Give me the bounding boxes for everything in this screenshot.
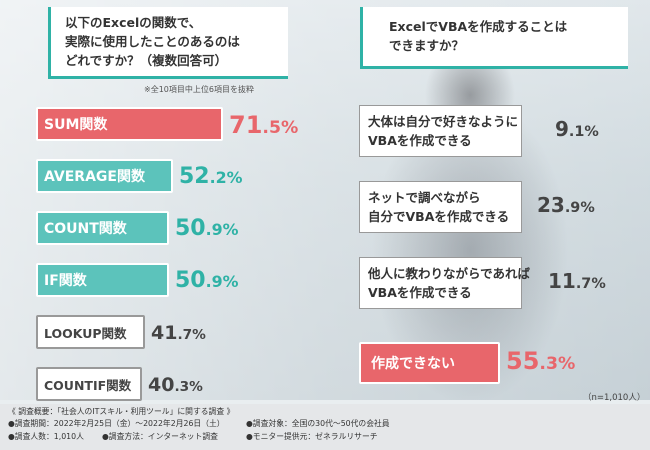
answer-2-line-2: 自分でVBAを作成できる <box>368 209 510 224</box>
answer-box-4: 作成できない <box>359 342 500 384</box>
bar-value-label-4: 50.9% <box>175 267 239 293</box>
answer-1-line-1: 大体は自分で好きなように <box>368 114 519 129</box>
answer-value-1: 9.1% <box>555 117 599 141</box>
answer-2-line-1: ネットで調べながら <box>368 190 481 205</box>
right-question-line1: ExcelでVBAを作成することは <box>389 19 568 34</box>
answer-3-line-1: 他人に教わりながらであれば <box>368 266 531 281</box>
right-question-line2: できますか？ <box>389 38 465 53</box>
left-question-box: 以下のExcelの関数で、 実際に使用したことのあるのは どれですか？（複数回答… <box>48 7 288 79</box>
selection-note: ※全10項目中上位6項目を抜粋 <box>144 85 254 94</box>
answer-value-4: 55.3% <box>506 347 576 375</box>
bar-6: COUNTIF関数 <box>36 367 142 401</box>
answer-value-3: 11.7% <box>548 269 606 293</box>
bar-2: AVERAGE関数 <box>36 159 173 193</box>
bar-value-label-5: 41.7% <box>151 321 206 344</box>
left-question-line3: どれですか？（複数回答可） <box>65 53 228 68</box>
left-question-line2: 実際に使用したことのあるのは <box>65 34 240 49</box>
answer-box-3: 他人に教わりながらであれば VBAを作成できる <box>359 257 531 309</box>
answer-box-1: 大体は自分で好きなように VBAを作成できる <box>359 105 522 157</box>
footer: 《 調査概要：「社会人のITスキル・利用ツール」に関する調査 》 ●調査期間：2… <box>0 404 650 450</box>
footer-period: ●調査期間：2022年2月25日（金）～2022年2月26日（土） <box>8 419 225 428</box>
footer-summary: 《 調査概要：「社会人のITスキル・利用ツール」に関する調査 》 <box>8 407 235 416</box>
bar-5: LOOKUP関数 <box>36 315 145 349</box>
bar-value-label-3: 50.9% <box>175 215 239 241</box>
footer-provider: ●モニター提供元：ゼネラルリサーチ <box>246 432 378 441</box>
bar-3: COUNT関数 <box>36 211 169 245</box>
bar-1: SUM関数 <box>36 107 223 141</box>
footer-target: ●調査対象：全国の30代～50代の会社員 <box>246 419 390 428</box>
answer-1-line-2: VBAを作成できる <box>368 133 472 148</box>
answer-value-2: 23.9% <box>537 193 595 217</box>
footer-method: ●調査方法：インターネット調査 <box>102 432 218 441</box>
bar-4: IF関数 <box>36 263 169 297</box>
bar-value-label-1: 71.5% <box>229 110 299 139</box>
sample-size-note: （n=1,010人） <box>583 393 646 403</box>
answer-box-2: ネットで調べながら自分でVBAを作成できる <box>359 181 522 233</box>
left-question-line1: 以下のExcelの関数で、 <box>65 15 202 30</box>
bar-value-label-2: 52.2% <box>179 163 243 189</box>
answer-3-line-2: VBAを作成できる <box>368 285 472 300</box>
footer-count: ●調査人数：1,010人 <box>8 432 84 441</box>
right-question-box: ExcelでVBAを作成することは できますか？ <box>360 7 628 69</box>
bar-value-label-6: 40.3% <box>148 373 203 396</box>
